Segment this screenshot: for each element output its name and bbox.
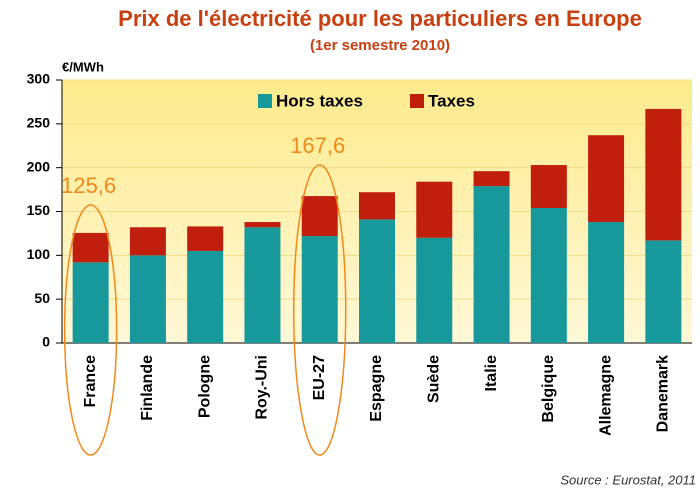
x-tick-label: Danemark (655, 355, 672, 432)
bar-segment (187, 250, 224, 343)
bar-segment (588, 222, 625, 343)
x-tick-label: France (82, 355, 99, 408)
bar-segment (301, 236, 338, 343)
bar-segment (129, 227, 166, 256)
x-tick-label: Suède (425, 355, 442, 403)
bar-segment (187, 226, 224, 251)
x-tick-label: Allemagne (597, 355, 614, 436)
bar-segment (72, 232, 109, 263)
bar-segment (244, 222, 281, 228)
bar-segment (359, 192, 395, 220)
chart-subtitle: (1er semestre 2010) (310, 37, 450, 54)
chart-title: Prix de l'électricité pour les particuli… (118, 6, 642, 31)
bar-segment (416, 181, 453, 238)
x-tick-label: Pologne (196, 355, 213, 418)
y-tick-label: 300 (27, 71, 51, 87)
y-tick-label: 250 (27, 115, 51, 131)
bar-segment (129, 255, 166, 343)
x-tick-label: Italie (483, 355, 500, 392)
y-unit: €/MWh (62, 59, 104, 74)
x-tick-label: EU-27 (311, 355, 328, 400)
bar-segment (645, 108, 682, 241)
highlight-ellipse (63, 204, 118, 456)
legend-label: Hors taxes (276, 91, 363, 110)
bar-segment (301, 196, 338, 237)
bar-segment (473, 171, 510, 187)
y-tick-label: 150 (27, 202, 51, 218)
annotation: 167,6 (290, 133, 345, 158)
legend-label: Taxes (428, 91, 475, 110)
bar-segment (588, 135, 625, 223)
y-tick-label: 50 (34, 290, 50, 306)
bar-segment (530, 165, 567, 208)
bar-segment (416, 237, 453, 343)
bar-segment (530, 207, 567, 343)
legend-swatch (410, 94, 424, 108)
annotation: 125,6 (61, 173, 116, 198)
x-tick-label: Finlande (139, 355, 156, 421)
highlight-ellipse (292, 164, 347, 456)
legend-swatch (258, 94, 272, 108)
y-tick-label: 200 (27, 158, 51, 174)
bar-segment (645, 240, 682, 343)
source: Source : Eurostat, 2011 (560, 472, 696, 487)
bar-segment (359, 219, 395, 343)
x-tick-label: Roy.-Uni (254, 355, 271, 420)
x-tick-label: Espagne (368, 355, 385, 422)
x-tick-label: Belgique (540, 355, 557, 423)
bar-segment (473, 186, 510, 343)
y-tick-label: 0 (42, 334, 50, 350)
bar-segment (244, 227, 281, 343)
bar-segment (72, 262, 109, 343)
y-tick-label: 100 (27, 246, 51, 262)
